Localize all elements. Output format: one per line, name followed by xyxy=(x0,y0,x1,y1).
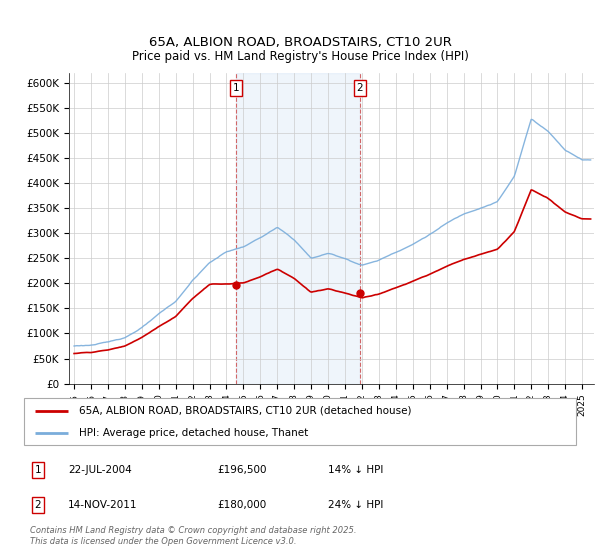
Text: 22-JUL-2004: 22-JUL-2004 xyxy=(68,465,132,475)
FancyBboxPatch shape xyxy=(24,398,576,445)
Text: 65A, ALBION ROAD, BROADSTAIRS, CT10 2UR: 65A, ALBION ROAD, BROADSTAIRS, CT10 2UR xyxy=(149,36,451,49)
Text: 24% ↓ HPI: 24% ↓ HPI xyxy=(328,500,383,510)
Text: 14% ↓ HPI: 14% ↓ HPI xyxy=(328,465,383,475)
Text: 2: 2 xyxy=(356,83,363,93)
Text: 14-NOV-2011: 14-NOV-2011 xyxy=(68,500,137,510)
Text: HPI: Average price, detached house, Thanet: HPI: Average price, detached house, Than… xyxy=(79,428,308,438)
Text: 1: 1 xyxy=(233,83,239,93)
Text: Price paid vs. HM Land Registry's House Price Index (HPI): Price paid vs. HM Land Registry's House … xyxy=(131,50,469,63)
Text: 2: 2 xyxy=(34,500,41,510)
Text: 1: 1 xyxy=(34,465,41,475)
Text: £180,000: £180,000 xyxy=(217,500,266,510)
Bar xyxy=(236,73,360,384)
Text: 65A, ALBION ROAD, BROADSTAIRS, CT10 2UR (detached house): 65A, ALBION ROAD, BROADSTAIRS, CT10 2UR … xyxy=(79,406,412,416)
Text: £196,500: £196,500 xyxy=(217,465,266,475)
Text: Contains HM Land Registry data © Crown copyright and database right 2025.
This d: Contains HM Land Registry data © Crown c… xyxy=(29,526,356,546)
